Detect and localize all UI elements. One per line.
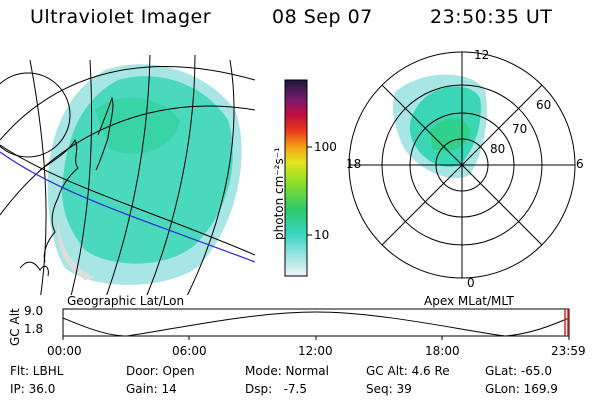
mlt-label-dawn: 6 <box>576 157 584 171</box>
colorbar-tick-label-100: 100 <box>314 140 337 154</box>
info-gc-alt: GC Alt: 4.6 Re <box>366 364 450 378</box>
info-mode: Mode: Normal <box>245 364 329 378</box>
info-seq: Seq: 39 <box>366 382 412 396</box>
info-glon: GLon: 169.9 <box>485 382 558 396</box>
orbit-xtick-0000: 00:00 <box>47 344 82 358</box>
info-ip: IP: 36.0 <box>10 382 56 396</box>
info-glat: GLat: -65.0 <box>485 364 552 378</box>
orbit-ytick-low: 1.8 <box>24 322 44 336</box>
geographic-caption: Geographic Lat/Lon <box>67 294 185 308</box>
polar-plot <box>348 51 576 279</box>
orbit-ytick-high: 9.0 <box>24 304 44 318</box>
info-door: Door: Open <box>126 364 195 378</box>
orbit-altitude-plot <box>62 308 570 340</box>
geographic-image <box>0 54 255 295</box>
orbit-xtick-0600: 06:00 <box>172 344 207 358</box>
orbit-xtick-1200: 12:00 <box>298 344 333 358</box>
info-filter: Flt: LBHL <box>10 364 64 378</box>
info-dsp: Dsp: -7.5 <box>245 382 308 396</box>
mlt-label-noon: 12 <box>474 48 490 62</box>
orbit-xtick-1800: 18:00 <box>425 344 460 358</box>
instrument-title: Ultraviolet Imager <box>30 6 212 28</box>
orbit-xtick-2359: 23:59 <box>551 344 586 358</box>
info-gain: Gain: 14 <box>126 382 177 396</box>
image-date: 08 Sep 07 <box>272 6 373 28</box>
apex-caption: Apex MLat/MLT <box>424 294 514 308</box>
mlat-label-80: 80 <box>490 142 506 156</box>
colorbar-label: photon cm⁻²s⁻¹ <box>272 147 286 240</box>
image-time: 23:50:35 UT <box>430 6 553 28</box>
mlat-label-60: 60 <box>536 98 552 112</box>
color-scale-bar <box>284 79 308 277</box>
mlt-label-midnight: 0 <box>467 276 475 290</box>
orbit-ylabel: GC Alt <box>8 308 22 346</box>
mlt-label-dusk: 18 <box>346 157 362 171</box>
colorbar-tick-label-10: 10 <box>314 228 330 242</box>
mlat-label-70: 70 <box>512 122 528 136</box>
